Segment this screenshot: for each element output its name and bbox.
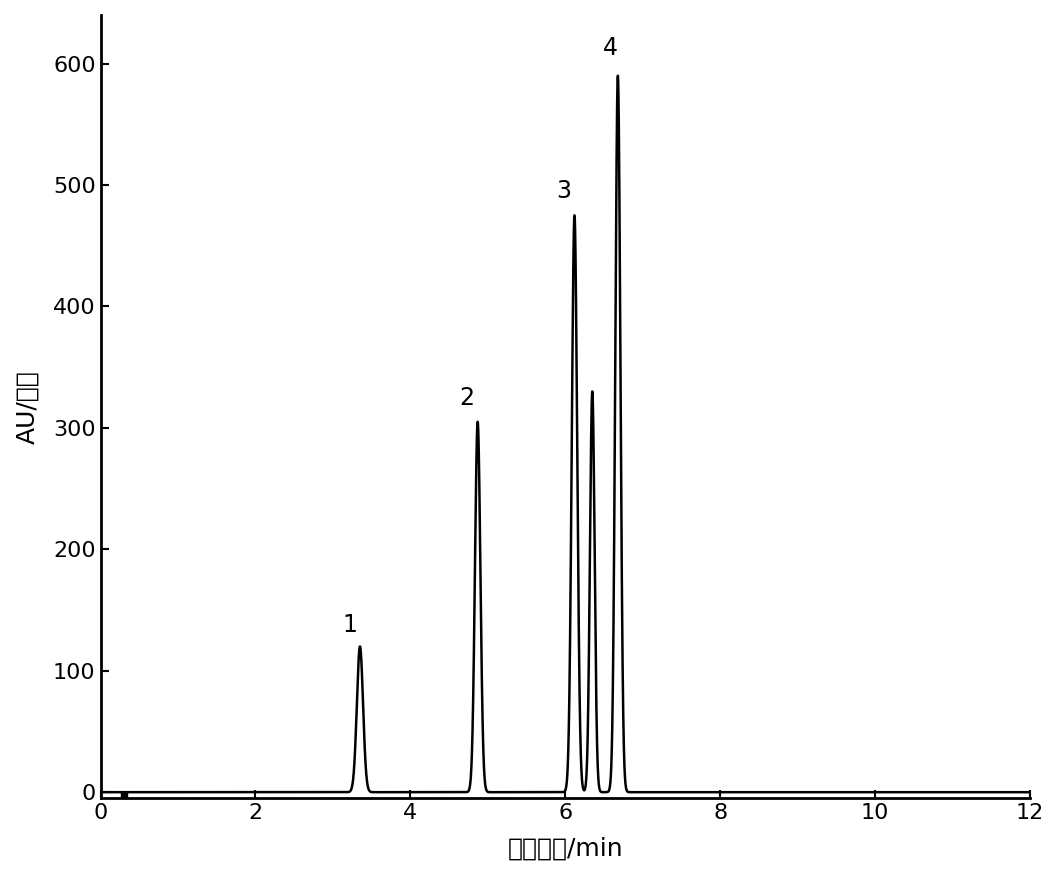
Text: 2: 2 <box>460 385 474 410</box>
Text: 3: 3 <box>556 180 571 203</box>
Y-axis label: AU/荧光: AU/荧光 <box>15 370 39 443</box>
Text: 4: 4 <box>603 36 617 60</box>
X-axis label: 保留时间/min: 保留时间/min <box>507 837 623 861</box>
Text: 1: 1 <box>342 612 357 637</box>
